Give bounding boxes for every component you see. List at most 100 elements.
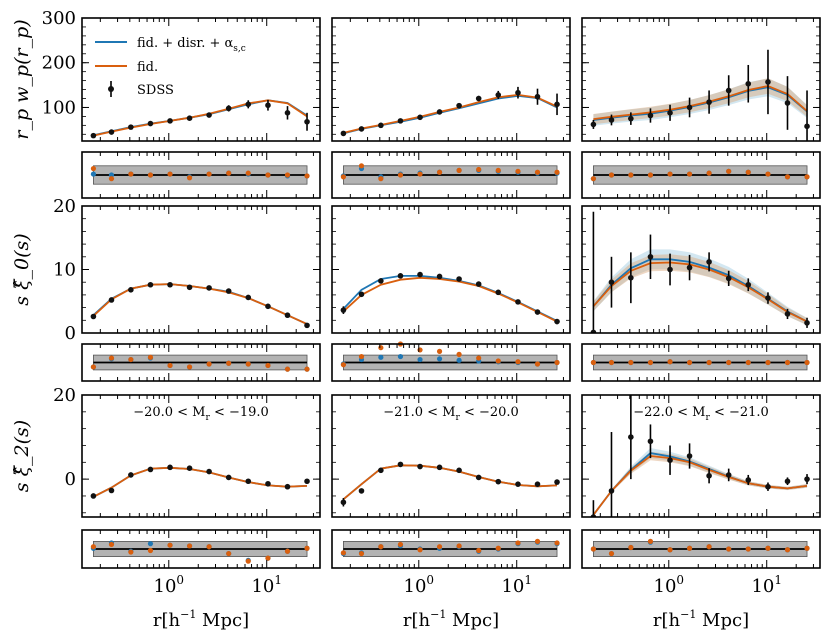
model-line-orange <box>592 261 808 323</box>
data-point <box>667 457 673 464</box>
panel-content <box>90 281 310 329</box>
residual-point-orange <box>265 172 271 178</box>
data-point <box>245 101 252 108</box>
panel-frame <box>81 529 321 569</box>
panel-frame <box>581 205 821 334</box>
data-point <box>804 320 810 326</box>
model-line-blue <box>92 466 308 498</box>
residual-point-orange <box>495 167 501 173</box>
data-point <box>515 89 521 96</box>
data-point <box>186 284 193 291</box>
residual-point-orange <box>667 547 673 553</box>
panel-content <box>90 464 310 499</box>
model-line-orange <box>92 466 308 498</box>
residual-point-orange <box>456 351 462 357</box>
residual-point-orange <box>745 169 751 175</box>
model-line-blue <box>93 99 308 137</box>
data-point <box>534 93 541 100</box>
data-point <box>378 122 384 129</box>
panel-xi2-col1 <box>81 394 321 518</box>
x-tick-label: 101 <box>501 573 532 597</box>
residual-point-orange <box>590 359 597 366</box>
data-point <box>108 129 115 135</box>
y-axis-label: s ξ̂_0(s) <box>11 233 33 305</box>
y-tick-label: 100 <box>42 97 76 118</box>
residual-point-blue <box>147 541 154 547</box>
residual-point-orange <box>476 166 482 173</box>
x-tick-exp: 0 <box>176 573 184 587</box>
residual-point-orange <box>226 360 232 366</box>
panel-content <box>340 86 560 137</box>
x-axis-label-exp: −1 <box>180 608 196 621</box>
residual-point-orange <box>90 165 97 172</box>
magnitude-bin-sub: r <box>456 413 461 423</box>
data-point <box>534 309 541 315</box>
data-point <box>397 461 404 468</box>
data-point <box>667 266 673 273</box>
residual-point-orange <box>436 169 443 175</box>
x-tick-base: 10 <box>404 576 427 597</box>
data-point <box>515 299 521 305</box>
residual-point-blue <box>417 356 423 363</box>
residual-point-orange <box>784 359 791 366</box>
residual-point-orange <box>304 366 310 372</box>
x-axis-label-unit: Mpc] <box>696 610 749 631</box>
data-point <box>804 476 810 482</box>
residual-xi0-col1 <box>81 343 321 382</box>
legend-label-blue: fid. + disr. + αs,c <box>137 36 246 54</box>
x-axis-label: r[h−1 Mpc] <box>403 608 499 631</box>
residual-point-orange <box>628 359 634 366</box>
panel-xi0-col2 <box>331 205 571 334</box>
panel-content <box>340 461 560 507</box>
data-point <box>304 322 310 329</box>
residual-point-orange <box>90 544 97 550</box>
data-point <box>397 118 404 124</box>
x-tick-exp: 0 <box>426 573 434 587</box>
model-line-orange <box>342 276 558 323</box>
residual-point-orange <box>765 359 771 366</box>
data-point <box>456 102 462 109</box>
legend-label-orange: fid. <box>137 60 158 75</box>
residual-point-orange <box>784 174 791 180</box>
residual-point-orange <box>186 175 193 181</box>
panel-frame <box>331 394 571 518</box>
model-band-orange <box>593 254 807 325</box>
residual-point-orange <box>686 171 693 177</box>
residual-point-orange <box>245 170 251 176</box>
x-tick-label: 100 <box>404 573 435 597</box>
data-point <box>667 110 673 116</box>
model-band-blue <box>593 448 807 516</box>
residual-point-orange <box>417 547 423 553</box>
data-point <box>186 115 193 121</box>
data-point <box>628 434 634 440</box>
residual-point-orange <box>340 362 347 368</box>
residual-point-orange <box>378 345 384 351</box>
residual-point-orange <box>554 169 560 175</box>
x-axis-label-exp: −1 <box>430 608 446 621</box>
data-point <box>686 264 693 271</box>
residual-point-orange <box>265 362 271 369</box>
data-point <box>167 118 173 124</box>
residual-point-orange <box>686 545 693 551</box>
x-tick-exp: 1 <box>524 573 532 587</box>
residual-point-orange <box>608 172 615 178</box>
residual-point-orange <box>706 170 712 176</box>
data-point <box>397 273 404 279</box>
residual-point-orange <box>686 359 693 366</box>
residual-point-orange <box>495 358 501 364</box>
residual-point-orange <box>378 176 384 182</box>
data-point <box>358 126 365 132</box>
magnitude-bin-label-b: < −20.0 <box>460 405 519 420</box>
data-point <box>628 274 634 281</box>
residual-point-orange <box>147 547 154 554</box>
data-point <box>784 100 791 106</box>
residual-point-orange <box>804 359 810 366</box>
residual-point-orange <box>765 171 771 177</box>
data-point <box>495 92 502 98</box>
residual-point-orange <box>667 171 673 177</box>
residual-point-orange <box>726 359 732 366</box>
residual-point-orange <box>108 541 115 548</box>
model-line-orange <box>593 85 808 120</box>
model-line-blue <box>92 283 308 325</box>
data-point <box>147 466 154 473</box>
